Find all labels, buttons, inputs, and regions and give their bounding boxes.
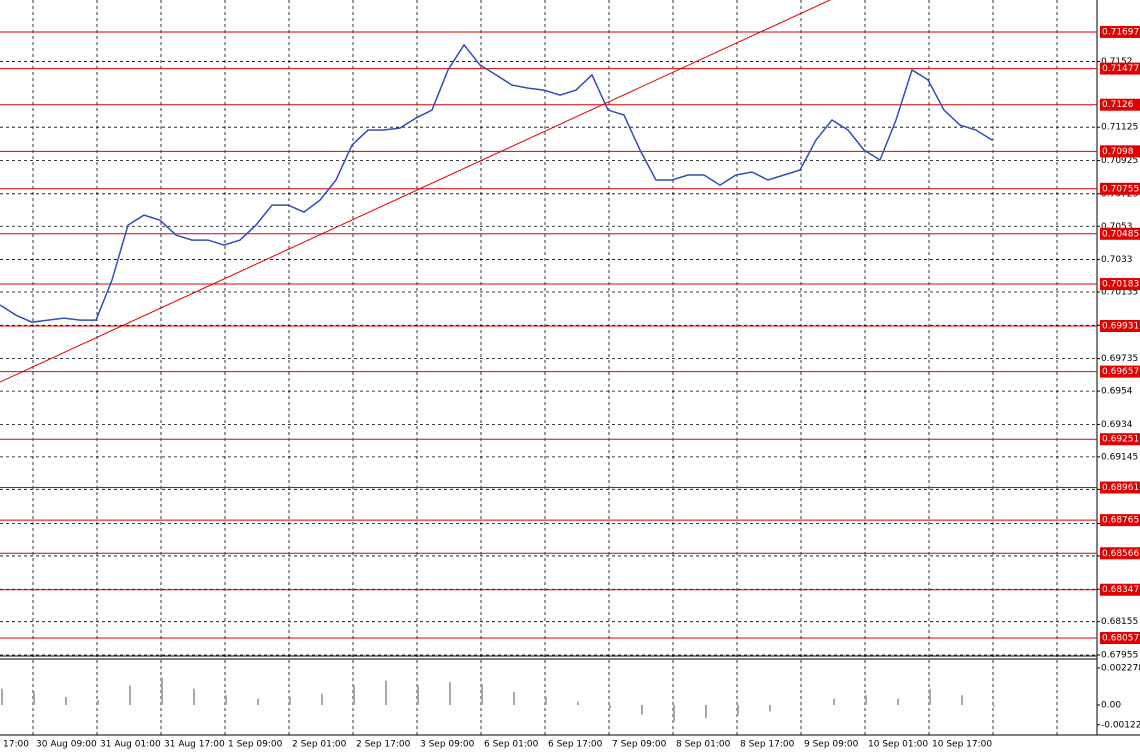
x-tick-label: 2 Sep 17:00 bbox=[356, 740, 411, 750]
x-tick-label: 17:00 bbox=[3, 740, 29, 750]
y-tick-label: 0.70925 bbox=[1101, 156, 1138, 166]
price-line bbox=[0, 43, 993, 323]
level-label-box bbox=[1100, 547, 1140, 560]
x-tick-label: 10 Sep 01:00 bbox=[868, 740, 928, 750]
macd-tick-label: -0.00122 bbox=[1101, 720, 1140, 730]
trend-line bbox=[0, 0, 831, 383]
level-label: 0.68765 bbox=[1102, 516, 1139, 526]
level-label-box bbox=[1100, 62, 1140, 75]
macd-bar bbox=[33, 691, 35, 705]
y-tick-label: 0.67955 bbox=[1101, 651, 1138, 661]
macd-bar bbox=[289, 696, 291, 705]
macd-bar bbox=[769, 704, 771, 712]
macd-bar bbox=[1, 688, 3, 705]
x-tick-label: 6 Sep 01:00 bbox=[484, 740, 539, 750]
y-tick-label: 0.68155 bbox=[1101, 617, 1138, 627]
level-label: 0.70183 bbox=[1102, 280, 1139, 290]
level-label: 0.68347 bbox=[1102, 585, 1139, 595]
x-tick-label: 1 Sep 09:00 bbox=[228, 740, 283, 750]
macd-bar bbox=[449, 682, 451, 705]
macd-bar bbox=[193, 688, 195, 705]
macd-bar bbox=[321, 693, 323, 705]
level-label: 0.7126 bbox=[1102, 100, 1134, 110]
y-tick-label: 0.71125 bbox=[1101, 123, 1138, 133]
x-tick-label: 6 Sep 17:00 bbox=[548, 740, 603, 750]
y-tick-label: 0.69145 bbox=[1101, 452, 1138, 462]
y-tick-label: 0.6954 bbox=[1101, 387, 1133, 397]
level-label: 0.71697 bbox=[1102, 27, 1139, 37]
level-label: 0.70755 bbox=[1102, 184, 1139, 194]
x-tick-label: 8 Sep 17:00 bbox=[740, 740, 795, 750]
level-label: 0.70485 bbox=[1102, 229, 1139, 239]
y-tick-label: 0.7053 bbox=[1101, 222, 1133, 232]
y-tick-label: 0.7152 bbox=[1101, 57, 1133, 67]
x-tick-label: 9 Sep 09:00 bbox=[804, 740, 859, 750]
level-label-box bbox=[1100, 583, 1140, 596]
macd-bar bbox=[545, 696, 547, 705]
macd-bar bbox=[129, 685, 131, 705]
x-tick-label: 31 Aug 01:00 bbox=[100, 740, 161, 750]
x-tick-label: 8 Sep 01:00 bbox=[676, 740, 731, 750]
macd-bar bbox=[705, 704, 707, 718]
level-label-box bbox=[1100, 145, 1140, 158]
macd-bar bbox=[417, 685, 419, 705]
macd-bar bbox=[257, 698, 259, 705]
level-label-box bbox=[1100, 433, 1140, 446]
y-tick-label: 0.69735 bbox=[1101, 354, 1138, 364]
macd-bar bbox=[513, 691, 515, 705]
level-label: 0.69251 bbox=[1102, 435, 1139, 445]
macd-bar bbox=[897, 698, 899, 705]
macd-bar bbox=[641, 704, 643, 715]
level-label-box bbox=[1100, 227, 1140, 240]
macd-bar bbox=[353, 685, 355, 705]
level-label-box bbox=[1100, 514, 1140, 527]
level-label-box bbox=[1100, 365, 1140, 378]
macd-bar bbox=[865, 695, 867, 705]
macd-bar bbox=[993, 704, 995, 707]
level-label: 0.69931 bbox=[1102, 322, 1139, 332]
macd-bar bbox=[833, 698, 835, 705]
level-label: 0.69657 bbox=[1102, 367, 1139, 377]
macd-bar bbox=[961, 695, 963, 705]
level-label-box bbox=[1100, 320, 1140, 333]
macd-bar bbox=[65, 696, 67, 705]
macd-bar bbox=[801, 704, 803, 706]
x-tick-label: 30 Aug 09:00 bbox=[36, 740, 97, 750]
y-tick-label: 0.70135 bbox=[1101, 288, 1138, 298]
macd-bar bbox=[577, 701, 579, 705]
x-tick-label: 7 Sep 09:00 bbox=[612, 740, 667, 750]
y-tick-label: 0.6934 bbox=[1101, 420, 1133, 430]
macd-bar bbox=[673, 704, 675, 722]
level-label: 0.71477 bbox=[1102, 64, 1139, 74]
macd-bar bbox=[929, 688, 931, 705]
macd-bar bbox=[225, 695, 227, 705]
level-label: 0.68961 bbox=[1102, 483, 1139, 493]
x-tick-label: 10 Sep 17:00 bbox=[932, 740, 992, 750]
x-tick-label: 31 Aug 17:00 bbox=[164, 740, 225, 750]
level-label-box bbox=[1100, 98, 1140, 111]
level-label: 0.7098 bbox=[1102, 147, 1134, 157]
y-tick-label: 0.7033 bbox=[1101, 255, 1133, 265]
x-tick-label: 2 Sep 01:00 bbox=[292, 740, 347, 750]
x-tick-label: 3 Sep 09:00 bbox=[420, 740, 475, 750]
macd-bar bbox=[737, 704, 739, 715]
level-label-box bbox=[1100, 182, 1140, 195]
macd-bar bbox=[97, 700, 99, 705]
level-label: 0.68566 bbox=[1102, 549, 1139, 559]
level-label-box bbox=[1100, 278, 1140, 291]
level-label: 0.68057 bbox=[1102, 634, 1139, 644]
macd-tick-label: 0.00 bbox=[1101, 700, 1121, 710]
level-label-box bbox=[1100, 481, 1140, 494]
level-label-box bbox=[1100, 632, 1140, 645]
macd-bar bbox=[161, 677, 163, 705]
macd-bar bbox=[481, 683, 483, 705]
level-label-box bbox=[1100, 25, 1140, 38]
macd-tick-label: 0.002278 bbox=[1101, 663, 1140, 673]
macd-bar bbox=[609, 704, 611, 709]
macd-bar bbox=[385, 680, 387, 705]
